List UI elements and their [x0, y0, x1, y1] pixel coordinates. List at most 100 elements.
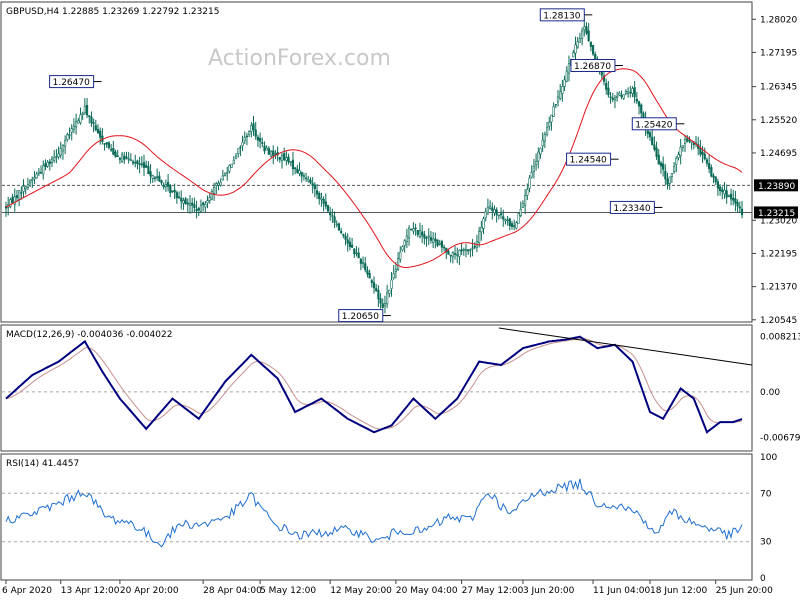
- candle: [287, 153, 290, 165]
- candle-body: [469, 249, 472, 251]
- candle-body: [278, 156, 281, 160]
- candle: [243, 131, 246, 144]
- candle-body: [26, 184, 30, 188]
- candle: [31, 176, 34, 188]
- candle-body: [629, 91, 632, 94]
- candle: [186, 198, 189, 213]
- candle: [120, 151, 124, 163]
- candle-body: [149, 171, 152, 177]
- candle: [307, 175, 310, 183]
- candle: [289, 160, 292, 167]
- candle: [567, 55, 571, 82]
- candle: [548, 116, 551, 131]
- candle: [153, 175, 157, 182]
- candle-body: [451, 252, 454, 258]
- candle: [131, 159, 135, 166]
- candle-body: [491, 207, 494, 211]
- candle: [315, 183, 319, 200]
- candle-body: [182, 200, 185, 204]
- candle: [423, 230, 426, 245]
- macd-panel: [0, 324, 753, 452]
- candle-body: [309, 179, 312, 184]
- candle: [215, 181, 218, 194]
- candle: [497, 214, 500, 220]
- candle: [221, 169, 224, 181]
- candle-body: [28, 180, 32, 184]
- candle: [631, 86, 634, 98]
- candle: [125, 151, 128, 160]
- candle: [335, 220, 338, 228]
- candle: [46, 160, 49, 168]
- candle-body: [232, 159, 235, 165]
- candle: [83, 98, 86, 115]
- candle-body: [24, 186, 27, 190]
- candle-body: [712, 175, 715, 178]
- candle-body: [166, 181, 170, 187]
- watermark: ActionForex.com: [208, 46, 391, 71]
- candle: [204, 201, 207, 214]
- candle: [13, 188, 16, 212]
- candle-body: [221, 175, 224, 181]
- candle-body: [447, 250, 450, 255]
- candle-body: [434, 238, 437, 242]
- candle: [633, 81, 636, 104]
- candle-body: [134, 162, 137, 164]
- candle-body: [449, 254, 452, 257]
- candle-body: [180, 197, 183, 202]
- candle: [329, 206, 332, 221]
- candle: [39, 165, 43, 175]
- candle-body: [88, 115, 91, 118]
- candle: [138, 156, 141, 174]
- candle-body: [539, 147, 542, 155]
- price-annotation: 1.25420: [631, 117, 685, 130]
- candle: [403, 239, 406, 253]
- candle-body: [609, 96, 612, 99]
- candle: [202, 201, 205, 212]
- candle: [436, 239, 439, 248]
- candle: [513, 219, 516, 231]
- annotation-box: [609, 200, 655, 214]
- candle: [517, 212, 520, 224]
- candle-body: [258, 137, 262, 142]
- candle-body: [241, 142, 244, 147]
- candle: [26, 177, 30, 191]
- candle-body: [403, 240, 406, 247]
- candle-body: [37, 171, 40, 174]
- candle-body: [567, 63, 571, 74]
- rsi-line: [5, 478, 743, 548]
- candle: [488, 200, 492, 210]
- candle-body: [370, 280, 373, 283]
- candle-body: [315, 190, 319, 195]
- candle: [585, 22, 588, 35]
- candle-body: [425, 237, 428, 239]
- candle-body: [263, 145, 266, 152]
- candle: [473, 242, 476, 250]
- candle-body: [72, 125, 76, 130]
- price-y-tick: 1.21370: [760, 283, 797, 293]
- candle: [480, 220, 483, 241]
- candle-body: [228, 165, 231, 172]
- axis-labels: 1.28020 1.27195 1.26345 1.25520 1.24695 1.230…: [2, 15, 800, 596]
- candle: [611, 92, 614, 103]
- candle-body: [302, 175, 306, 177]
- candle-body: [164, 183, 168, 188]
- candle-body: [307, 179, 310, 182]
- candle: [248, 130, 251, 138]
- candle-body: [462, 249, 465, 251]
- candle: [22, 179, 25, 199]
- candle: [164, 179, 168, 192]
- candle-body: [690, 140, 693, 144]
- candle-body: [160, 180, 163, 184]
- candle-body: [280, 155, 284, 161]
- candle-body: [15, 195, 19, 199]
- candle: [550, 114, 553, 131]
- candle: [142, 154, 146, 177]
- candle: [613, 94, 617, 109]
- candle-body: [396, 258, 400, 270]
- annotation-label: 1.24540: [570, 156, 607, 166]
- candle: [177, 191, 181, 200]
- candle: [217, 180, 220, 191]
- candle: [565, 66, 568, 83]
- candle-body: [219, 181, 222, 186]
- candle: [145, 160, 148, 168]
